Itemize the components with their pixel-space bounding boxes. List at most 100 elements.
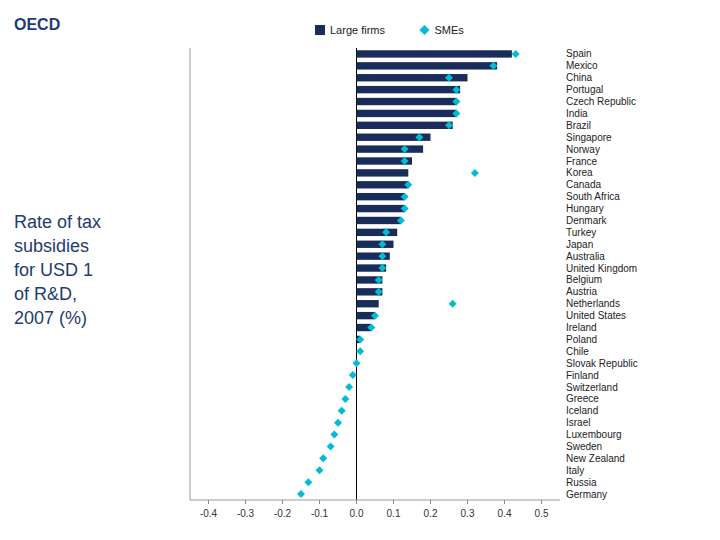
- category-label: Spain: [566, 48, 592, 59]
- category-label: South Africa: [566, 191, 620, 202]
- marker: [415, 133, 423, 141]
- bar: [357, 50, 512, 57]
- category-label: United States: [566, 310, 626, 321]
- legend-swatch: [315, 25, 325, 35]
- series-0: [357, 50, 512, 343]
- x-tick-label: -0.3: [237, 508, 255, 519]
- marker: [401, 145, 409, 153]
- marker: [378, 264, 386, 272]
- bar: [356, 490, 357, 497]
- category-label: Luxembourg: [566, 429, 622, 440]
- category-label: Portugal: [566, 84, 603, 95]
- category-label: Ireland: [566, 322, 597, 333]
- x-axis-line: [190, 500, 560, 501]
- category-label: Netherlands: [566, 298, 620, 309]
- category-label: Turkey: [566, 227, 596, 238]
- category-label: United Kingdom: [566, 263, 637, 274]
- marker: [445, 74, 453, 82]
- x-tick-label: 0.3: [461, 508, 475, 519]
- marker: [382, 228, 390, 236]
- marker: [449, 300, 457, 308]
- bar: [357, 264, 387, 271]
- legend-swatch: [420, 25, 430, 35]
- category-label: Russia: [566, 477, 597, 488]
- bar: [357, 110, 457, 117]
- chart: Rate of taxsubsidiesfor USD 1of R&D,2007…: [0, 0, 720, 540]
- title-line: 2007 (%): [14, 308, 87, 328]
- x-tick: [430, 500, 431, 504]
- bar: [356, 455, 357, 462]
- marker: [304, 478, 312, 486]
- marker: [367, 324, 375, 332]
- bar: [357, 134, 431, 141]
- marker: [452, 86, 460, 94]
- category-label: Japan: [566, 239, 593, 250]
- x-tick-label: 0.2: [424, 508, 438, 519]
- x-tick: [467, 500, 468, 504]
- marker: [378, 240, 386, 248]
- plot-area: [190, 48, 560, 500]
- marker: [401, 193, 409, 201]
- title-line: subsidies: [14, 236, 89, 256]
- bar: [357, 229, 398, 236]
- title-line: of R&D,: [14, 284, 77, 304]
- x-tick-label: -0.4: [200, 508, 218, 519]
- marker: [489, 62, 497, 70]
- bar: [357, 181, 409, 188]
- bar: [356, 467, 357, 474]
- category-label: Switzerland: [566, 382, 618, 393]
- marker: [445, 121, 453, 129]
- marker: [330, 431, 338, 439]
- marker: [375, 276, 383, 284]
- bar: [357, 145, 424, 152]
- y-axis-labels: SpainMexicoChinaPortugalCzech RepublicIn…: [566, 48, 638, 499]
- marker: [356, 347, 364, 355]
- category-label: Belgium: [566, 274, 602, 285]
- series-1: [297, 50, 520, 498]
- category-label: Israel: [566, 417, 590, 428]
- marker: [401, 157, 409, 165]
- bar: [357, 241, 394, 248]
- marker: [327, 442, 335, 450]
- marker: [341, 395, 349, 403]
- category-label: Denmark: [566, 215, 608, 226]
- x-tick: [393, 500, 394, 504]
- category-label: Germany: [566, 489, 607, 500]
- bar: [356, 407, 357, 414]
- marker: [316, 466, 324, 474]
- x-tick: [208, 500, 209, 504]
- marker: [345, 383, 353, 391]
- x-tick-label: 0.1: [387, 508, 401, 519]
- category-label: Chile: [566, 346, 589, 357]
- category-label: Singapore: [566, 132, 612, 143]
- bar: [356, 443, 357, 450]
- x-tick-label: -0.2: [274, 508, 292, 519]
- bar: [356, 478, 357, 485]
- category-label: Iceland: [566, 405, 598, 416]
- marker: [471, 169, 479, 177]
- marks: [297, 50, 520, 498]
- marker: [375, 288, 383, 296]
- x-tick-label: 0.0: [350, 508, 364, 519]
- marker: [452, 109, 460, 117]
- category-label: Mexico: [566, 60, 598, 71]
- category-label: Brazil: [566, 120, 591, 131]
- marker: [297, 490, 305, 498]
- x-tick: [282, 500, 283, 504]
- title-line: for USD 1: [14, 260, 93, 280]
- x-tick: [245, 500, 246, 504]
- category-label: China: [566, 72, 593, 83]
- category-label: Norway: [566, 144, 600, 155]
- category-label: Hungary: [566, 203, 604, 214]
- marker: [512, 50, 520, 58]
- marker: [334, 419, 342, 427]
- marker: [338, 407, 346, 415]
- y-axis-line: [190, 48, 191, 500]
- bar: [357, 122, 453, 129]
- marker: [319, 454, 327, 462]
- category-label: Finland: [566, 370, 599, 381]
- marker: [353, 359, 361, 367]
- category-label: Sweden: [566, 441, 602, 452]
- legend-item: SMEs: [420, 24, 465, 36]
- marker: [452, 98, 460, 106]
